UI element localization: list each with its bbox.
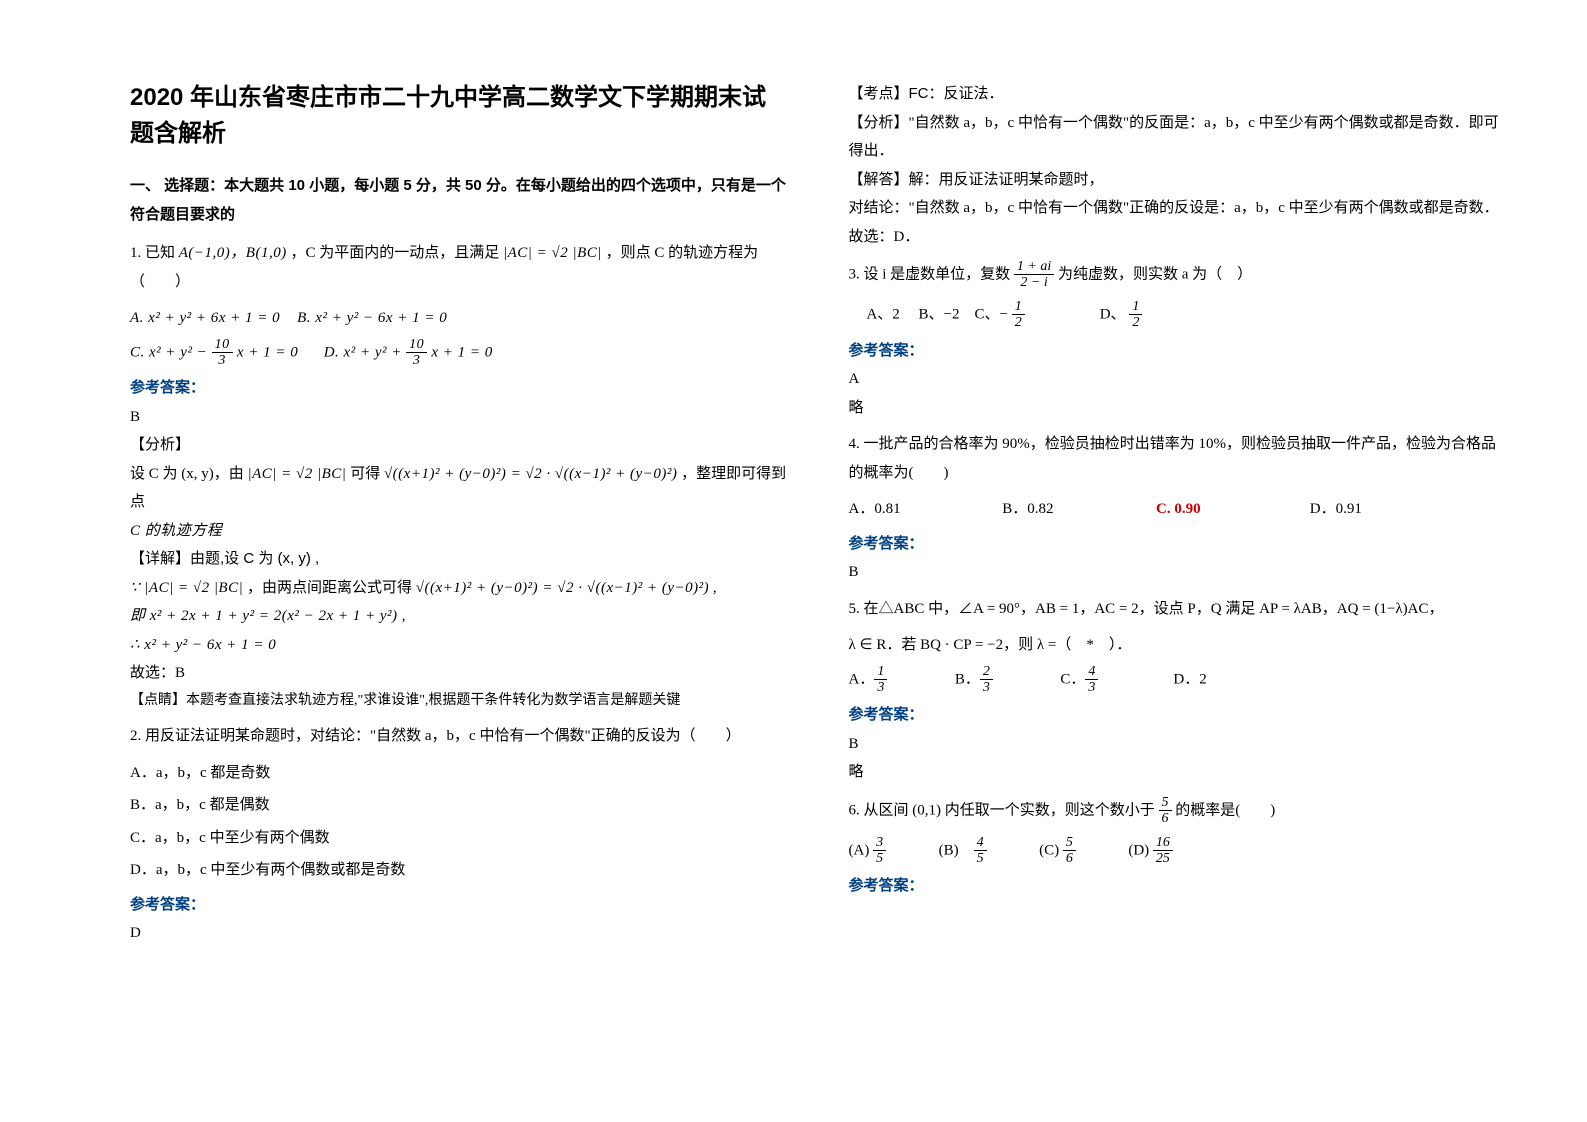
q6-optC-frac: 56 [1063, 835, 1076, 867]
q5-optB-frac: 23 [980, 664, 993, 696]
q1-answer-label: 参考答案： [130, 374, 789, 403]
question-4-stem: 4. 一批产品的合格率为 90%，检验员抽检时出错率为 10%，则检验员抽取一件… [849, 430, 1508, 487]
q4-optA: A．0.81 [849, 495, 999, 524]
q2-optB: B．a，b，c 都是偶数 [130, 791, 789, 820]
q3-frac: 1 + ai2 − i [1014, 259, 1054, 291]
q3-half-d: 12 [1129, 299, 1142, 331]
frac-10-3-b: 103 [406, 337, 427, 369]
q1-detail-1: ∵ |AC| = √2 |BC| ，由两点间距离公式可得 √((x+1)² + … [130, 574, 789, 603]
q1-point: 【点睛】本题考查直接法求轨迹方程,"求谁设谁",根据题干条件转化为数学语言是解题… [130, 688, 789, 715]
q1-row-ab: A. x² + y² + 6x + 1 = 0 B. x² + y² − 6x … [130, 304, 789, 333]
q2-jd1: 对结论："自然数 a，b，c 中恰有一个偶数"正确的反设是：a，b，c 中至少有… [849, 194, 1508, 223]
frac-10-3-a: 103 [212, 337, 233, 369]
q3-options: A、2 B、−2 C、− 12 D、 12 [849, 299, 1508, 331]
q1-d1c: √((x+1)² + (y−0)²) = √2 · √((x−1)² + (y−… [416, 580, 709, 596]
q3-stem-b: 为纯虚数，则实数 a 为（ ） [1058, 266, 1252, 282]
q6-stem-b: 的概率是( ) [1175, 802, 1275, 818]
q1-a1a: 设 C 为 (x, y)，由 [130, 466, 248, 482]
q4-options: A．0.81 B．0.82 C. 0.90 D．0.91 [849, 495, 1508, 524]
q4-optD: D．0.91 [1310, 495, 1362, 524]
q2-fx: 【分析】"自然数 a，b，c 中恰有一个偶数"的反面是：a，b，c 中至少有两个… [849, 109, 1508, 166]
q6-optD-l: (D) [1128, 842, 1153, 858]
q1-points: A(−1,0)，B(1,0) [179, 245, 287, 261]
q3-note: 略 [849, 394, 1508, 423]
q1-optB: B. x² + y² − 6x + 1 = 0 [297, 310, 447, 326]
q5-optC-frac: 43 [1085, 664, 1098, 696]
exam-title: 2020 年山东省枣庄市市二十九中学高二数学文下学期期末试题含解析 [130, 80, 789, 152]
q1-detail-tag: 【详解】由题,设 C 为 (x, y) , [130, 545, 789, 574]
q2-jd2: 故选：D． [849, 223, 1508, 252]
q1-answer: B [130, 403, 789, 432]
q1-detail-2: 即 x² + 2x + 1 + y² = 2(x² − 2x + 1 + y²)… [130, 602, 789, 631]
q5-options: A．13 B．23 C．43 D．2 [849, 664, 1508, 696]
q6-optA-l: (A) [849, 842, 874, 858]
question-1: 1. 已知 A(−1,0)，B(1,0) ，C 为平面内的一动点，且满足 |AC… [130, 239, 789, 296]
section-1-header: 一、 选择题：本大题共 10 小题，每小题 5 分，共 50 分。在每小题给出的… [130, 172, 789, 229]
q2-kp: 【考点】FC：反证法． [849, 80, 1508, 109]
q5-answer-label: 参考答案： [849, 701, 1508, 730]
q1-optC-suffix: x + 1 = 0 [233, 344, 299, 360]
q1-d1a: ∵ |AC| = √2 |BC| [130, 580, 243, 596]
q5-optA-frac: 13 [874, 664, 887, 696]
q1-analysis-tag: 【分析】 [130, 431, 789, 460]
left-column: 2020 年山东省枣庄市市二十九中学高二数学文下学期期末试题含解析 一、 选择题… [100, 80, 819, 1092]
q1-optC-prefix: C. x² + y² − [130, 344, 212, 360]
q1-optD-suffix: x + 1 = 0 [427, 344, 493, 360]
q4-answer: B [849, 558, 1508, 587]
q3-stem-a: 3. 设 i 是虚数单位，复数 [849, 266, 1014, 282]
q2-jd: 【解答】解：用反证法证明某命题时， [849, 166, 1508, 195]
question-5-b: λ ∈ R．若 BQ · CP = −2，则 λ =（ * ）． [849, 631, 1508, 660]
question-2-stem: 2. 用反证法证明某命题时，对结论："自然数 a，b，c 中恰有一个偶数"正确的… [130, 722, 789, 751]
q2-optD: D．a，b，c 中至少有两个偶数或都是奇数 [130, 856, 789, 885]
q1-detail-tag-text: 【详解】由题,设 C 为 (x, y) , [130, 550, 319, 567]
q1-a1b: 可得 [350, 466, 384, 482]
q6-answer-label: 参考答案： [849, 872, 1508, 901]
q5-answer: B [849, 730, 1508, 759]
q4-optC: C. 0.90 [1156, 495, 1306, 524]
q6-56: 56 [1159, 795, 1172, 827]
q1-detail-4: 故选：B [130, 659, 789, 688]
q6-stem-a: 6. 从区间 (0,1) 内任取一个实数，则这个数小于 [849, 802, 1159, 818]
q3-optA: A、2 [866, 306, 899, 322]
q6-optA-frac: 35 [873, 835, 886, 867]
q5-optD: D．2 [1173, 671, 1206, 687]
q4-answer-label: 参考答案： [849, 530, 1508, 559]
q1-d1b: ，由两点间距离公式可得 [247, 580, 416, 596]
q5-stem-a: 5. 在△ABC 中，∠A = 90°，AB = 1，AC = 2，设点 P，Q… [849, 601, 1444, 617]
q2-optA: A．a，b，c 都是奇数 [130, 759, 789, 788]
q1-row-cd: C. x² + y² − 103 x + 1 = 0 D. x² + y² + … [130, 337, 789, 369]
q6-optD-frac: 1625 [1153, 835, 1173, 867]
q1-a1-cond: |AC| = √2 |BC| [248, 466, 347, 482]
q1-cond: |AC| = √2 |BC| [503, 245, 602, 261]
q1-stem-mid: ，C 为平面内的一动点，且满足 [290, 245, 503, 261]
q3-optD: D、 [1100, 306, 1130, 322]
q3-answer-label: 参考答案： [849, 337, 1508, 366]
q1-analysis-line1: 设 C 为 (x, y)，由 |AC| = √2 |BC| 可得 √((x+1)… [130, 460, 789, 517]
right-column: 【考点】FC：反证法． 【分析】"自然数 a，b，c 中恰有一个偶数"的反面是：… [819, 80, 1538, 1092]
q3-answer: A [849, 365, 1508, 394]
q4-optB: B．0.82 [1002, 495, 1152, 524]
q2-answer-label: 参考答案： [130, 891, 789, 920]
q3-optB: B、−2 [919, 306, 960, 322]
question-5-a: 5. 在△ABC 中，∠A = 90°，AB = 1，AC = 2，设点 P，Q… [849, 595, 1508, 624]
q1-analysis-line2: C 的轨迹方程 [130, 517, 789, 546]
q5-note: 略 [849, 758, 1508, 787]
q1-optD-prefix: D. x² + y² + [324, 344, 406, 360]
q6-optC-l: (C) [1039, 842, 1063, 858]
q2-answer: D [130, 919, 789, 948]
q3-optC: C、− [975, 306, 1012, 322]
q6-options: (A) 35 (B) 45 (C) 56 (D) 1625 [849, 835, 1508, 867]
q1-optA: A. x² + y² + 6x + 1 = 0 [130, 310, 280, 326]
q6-optB-l: (B) [939, 842, 974, 858]
q3-half-c: 12 [1012, 299, 1025, 331]
question-6: 6. 从区间 (0,1) 内任取一个实数，则这个数小于 56 的概率是( ) [849, 795, 1508, 827]
q2-optC: C．a，b，c 中至少有两个偶数 [130, 824, 789, 853]
question-3: 3. 设 i 是虚数单位，复数 1 + ai2 − i 为纯虚数，则实数 a 为… [849, 259, 1508, 291]
q1-a1c: √((x+1)² + (y−0)²) = √2 · √((x−1)² + (y−… [384, 466, 677, 482]
q6-optB-frac: 45 [974, 835, 987, 867]
q1-detail-3: ∴ x² + y² − 6x + 1 = 0 [130, 631, 789, 660]
q1-stem-prefix: 1. 已知 [130, 245, 179, 261]
